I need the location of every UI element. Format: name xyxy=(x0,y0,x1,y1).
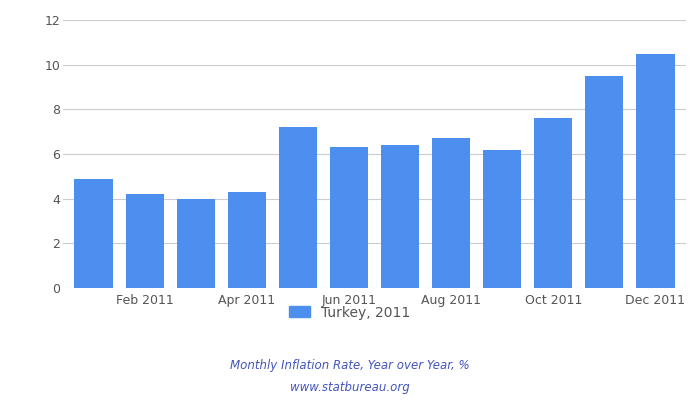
Bar xyxy=(483,150,522,288)
Text: Monthly Inflation Rate, Year over Year, %: Monthly Inflation Rate, Year over Year, … xyxy=(230,360,470,372)
Bar xyxy=(636,54,675,288)
Text: www.statbureau.org: www.statbureau.org xyxy=(290,382,410,394)
Bar xyxy=(74,178,113,288)
Bar xyxy=(330,147,368,288)
Bar xyxy=(125,194,164,288)
Legend: Turkey, 2011: Turkey, 2011 xyxy=(284,300,416,325)
Bar xyxy=(534,118,573,288)
Bar xyxy=(381,145,419,288)
Bar xyxy=(279,127,317,288)
Bar xyxy=(176,199,215,288)
Bar xyxy=(228,192,266,288)
Bar xyxy=(585,76,624,288)
Bar xyxy=(432,138,470,288)
